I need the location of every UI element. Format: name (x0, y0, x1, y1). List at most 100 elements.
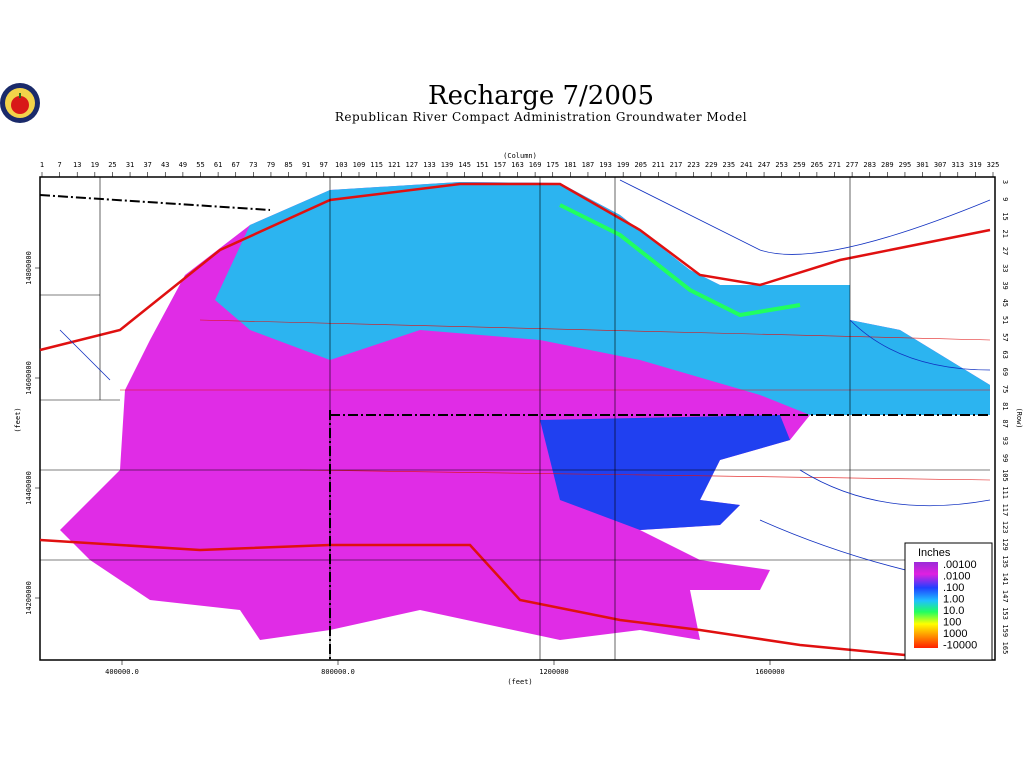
column-tick: 277 (846, 161, 859, 169)
column-tick: 247 (758, 161, 771, 169)
row-tick: 99 (1001, 454, 1009, 462)
column-tick: 85 (284, 161, 292, 169)
y-tick: 14400000 (25, 471, 33, 505)
column-tick: 217 (670, 161, 683, 169)
column-label: (Column) (503, 152, 537, 160)
row-tick: 33 (1001, 264, 1009, 272)
subtitle: Republican River Compact Administration … (335, 110, 747, 124)
row-tick: 159 (1001, 624, 1009, 637)
row-tick: 9 (1001, 197, 1009, 201)
column-tick: 73 (249, 161, 257, 169)
row-tick: 15 (1001, 212, 1009, 220)
column-tick: 313 (951, 161, 964, 169)
row-tick: 117 (1001, 504, 1009, 517)
row-tick: 3 (1001, 180, 1009, 184)
column-tick: 91 (302, 161, 310, 169)
column-tick: 193 (599, 161, 612, 169)
legend: Inches (904, 542, 993, 661)
column-tick: 325 (987, 161, 1000, 169)
column-tick: 133 (423, 161, 436, 169)
column-tick: 169 (529, 161, 542, 169)
column-tick: 163 (511, 161, 524, 169)
row-tick: 69 (1001, 368, 1009, 376)
column-tick: 79 (267, 161, 275, 169)
column-tick: 25 (108, 161, 116, 169)
row-label: (Row) (1015, 407, 1023, 428)
row-tick: 39 (1001, 281, 1009, 289)
column-tick: 127 (406, 161, 419, 169)
row-tick: 153 (1001, 607, 1009, 620)
legend-label: 1.00 (943, 594, 964, 606)
x-tick: 800000.0 (321, 668, 355, 676)
column-tick: 37 (143, 161, 151, 169)
column-tick: 67 (232, 161, 240, 169)
column-tick: 19 (91, 161, 99, 169)
y-tick: 14800000 (25, 251, 33, 285)
column-tick: 235 (723, 161, 736, 169)
x-tick: 1200000 (539, 668, 569, 676)
column-tick: 319 (969, 161, 982, 169)
row-tick: 141 (1001, 573, 1009, 586)
row-tick: 105 (1001, 469, 1009, 482)
column-tick: 151 (476, 161, 489, 169)
column-tick: 187 (582, 161, 595, 169)
column-tick: 103 (335, 161, 348, 169)
row-tick: 135 (1001, 555, 1009, 568)
row-tick: 165 (1001, 642, 1009, 655)
legend-colorbar (914, 562, 938, 648)
legend-label: .0100 (943, 571, 971, 583)
row-tick: 129 (1001, 538, 1009, 551)
legend-label: 100 (943, 617, 961, 629)
column-tick: 223 (687, 161, 700, 169)
legend-title: Inches (918, 547, 951, 559)
legend-label: 1000 (943, 628, 967, 640)
column-tick: 43 (161, 161, 169, 169)
column-tick: 157 (494, 161, 507, 169)
column-tick: 1 (40, 161, 44, 169)
column-tick: 295 (899, 161, 912, 169)
row-tick: 111 (1001, 486, 1009, 499)
row-tick: 81 (1001, 402, 1009, 410)
column-tick: 121 (388, 161, 401, 169)
column-tick: 13 (73, 161, 81, 169)
column-tick: 115 (370, 161, 383, 169)
column-tick: 271 (828, 161, 841, 169)
column-tick: 61 (214, 161, 222, 169)
column-tick: 199 (617, 161, 630, 169)
column-tick: 283 (863, 161, 876, 169)
logo (0, 83, 40, 123)
y-tick: 14200000 (25, 581, 33, 615)
column-tick: 97 (320, 161, 328, 169)
row-tick: 63 (1001, 350, 1009, 358)
x-tick: 1600000 (755, 668, 785, 676)
column-tick: 31 (126, 161, 134, 169)
column-tick: 265 (811, 161, 824, 169)
row-tick: 93 (1001, 437, 1009, 445)
column-tick: 7 (58, 161, 62, 169)
row-tick: 123 (1001, 521, 1009, 534)
recharge-high (540, 415, 790, 530)
column-tick: 229 (705, 161, 718, 169)
legend-label: .00100 (943, 559, 977, 571)
row-tick: 51 (1001, 316, 1009, 324)
column-tick: 259 (793, 161, 806, 169)
map (39, 176, 996, 661)
y-label: (feet) (14, 407, 22, 432)
column-tick: 175 (546, 161, 559, 169)
recharge-river (559, 203, 801, 318)
title: Recharge 7/2005 (428, 81, 654, 111)
legend-label: 10.0 (943, 605, 964, 617)
recharge-mid (215, 182, 990, 415)
x-label: (feet) (507, 678, 532, 686)
row-tick: 75 (1001, 385, 1009, 393)
row-tick: 87 (1001, 419, 1009, 427)
column-tick: 49 (179, 161, 187, 169)
column-tick: 301 (916, 161, 929, 169)
column-tick: 289 (881, 161, 894, 169)
column-tick: 139 (441, 161, 454, 169)
legend-label: -10000 (943, 640, 977, 652)
column-tick: 253 (775, 161, 788, 169)
column-tick: 205 (634, 161, 647, 169)
column-tick: 307 (934, 161, 947, 169)
